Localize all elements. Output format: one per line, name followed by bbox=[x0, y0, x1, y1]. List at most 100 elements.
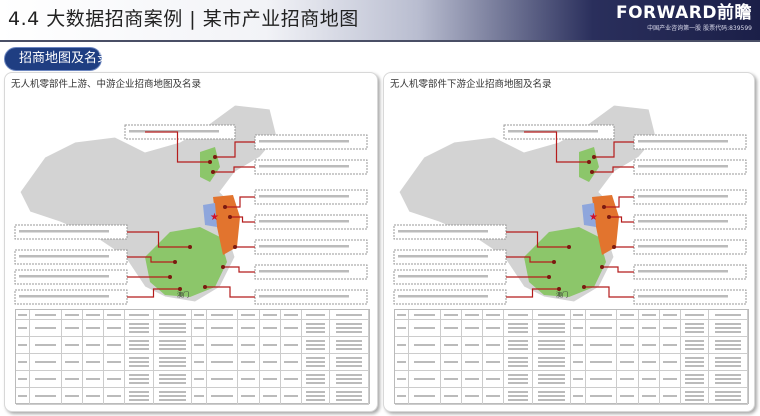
table-cell bbox=[586, 371, 618, 387]
cell-text-line bbox=[159, 331, 186, 333]
map-region-blue bbox=[582, 203, 596, 227]
table-cell bbox=[154, 371, 193, 387]
table-cell bbox=[504, 337, 533, 353]
cell-text-line bbox=[129, 348, 149, 350]
table-cell bbox=[681, 388, 710, 404]
table-cell bbox=[681, 320, 710, 336]
cell-text-line bbox=[508, 399, 528, 401]
location-dot bbox=[221, 265, 225, 269]
table-cell bbox=[617, 371, 639, 387]
cell-text-line bbox=[335, 365, 363, 367]
table-cell bbox=[154, 337, 193, 353]
table-cell bbox=[125, 310, 154, 319]
cell-text-line bbox=[684, 374, 704, 376]
cell-text-line bbox=[107, 344, 122, 346]
cell-text-line bbox=[129, 331, 149, 333]
table-cell bbox=[62, 310, 84, 319]
cell-text-line bbox=[107, 395, 122, 397]
table-cell bbox=[302, 320, 331, 336]
table-cell bbox=[83, 320, 105, 336]
cell-text-line bbox=[620, 344, 635, 346]
cell-text-line bbox=[262, 313, 277, 316]
cell-text-line bbox=[620, 378, 635, 380]
cell-text-line bbox=[159, 365, 186, 367]
cell-text-line bbox=[335, 331, 363, 333]
table-cell bbox=[639, 310, 660, 319]
cell-text-line bbox=[86, 327, 101, 329]
leader-line bbox=[145, 131, 210, 163]
cell-text-line bbox=[714, 327, 742, 329]
cell-text-line bbox=[34, 361, 57, 363]
cell-text-line bbox=[335, 378, 363, 380]
table-cell bbox=[409, 354, 441, 370]
cell-text-line bbox=[17, 327, 28, 329]
cell-text-line bbox=[159, 348, 186, 350]
cell-text-line bbox=[684, 327, 704, 329]
cell-text-line bbox=[508, 382, 528, 384]
table-cell bbox=[504, 371, 533, 387]
location-dot bbox=[592, 155, 596, 159]
cell-text-line bbox=[283, 313, 298, 316]
cell-text-line bbox=[64, 313, 80, 316]
cell-text-line bbox=[714, 399, 742, 401]
table-cell bbox=[30, 371, 62, 387]
cell-text-line bbox=[262, 361, 277, 363]
cell-text-line bbox=[262, 395, 277, 397]
cell-text-line bbox=[641, 344, 656, 346]
cell-text-line bbox=[64, 344, 80, 346]
table-cell bbox=[462, 310, 484, 319]
table-cell bbox=[441, 337, 463, 353]
cell-text-line bbox=[684, 313, 704, 316]
cell-text-line bbox=[413, 344, 436, 346]
cell-text-line bbox=[159, 344, 186, 346]
cell-text-line bbox=[714, 378, 742, 380]
cell-text-line bbox=[17, 361, 28, 363]
cell-text-line bbox=[538, 344, 565, 346]
callout-text-line bbox=[638, 295, 728, 298]
cell-text-line bbox=[34, 395, 57, 397]
leader-line bbox=[592, 166, 634, 173]
cell-text-line bbox=[159, 374, 186, 376]
table-cell bbox=[192, 354, 207, 370]
panel-upstream: 无人机零部件上游、中游企业招商地图及名录 澳门 ★ bbox=[4, 72, 378, 412]
cell-text-line bbox=[335, 361, 363, 363]
china-map: 澳门 ★ bbox=[14, 104, 368, 305]
table-cell bbox=[462, 354, 484, 370]
cell-text-line bbox=[538, 361, 565, 363]
table-cell bbox=[462, 337, 484, 353]
table-cell bbox=[483, 337, 505, 353]
cell-text-line bbox=[159, 327, 186, 329]
table-cell bbox=[260, 388, 281, 404]
cell-text-line bbox=[508, 374, 528, 376]
table-cell bbox=[192, 388, 207, 404]
table-row bbox=[16, 388, 369, 405]
cell-text-line bbox=[305, 327, 325, 329]
table-cell bbox=[330, 337, 369, 353]
location-dot bbox=[168, 275, 172, 279]
cell-text-line bbox=[662, 378, 677, 380]
table-cell bbox=[62, 354, 84, 370]
cell-text-line bbox=[465, 378, 480, 380]
location-dot bbox=[188, 245, 192, 249]
cell-text-line bbox=[714, 348, 742, 350]
leader-line bbox=[584, 286, 634, 298]
table-cell bbox=[330, 320, 369, 336]
cell-text-line bbox=[194, 395, 204, 397]
cell-text-line bbox=[465, 327, 480, 329]
cell-text-line bbox=[714, 344, 742, 346]
cell-text-line bbox=[538, 382, 565, 384]
cell-text-line bbox=[283, 361, 298, 363]
leader-line bbox=[230, 216, 255, 223]
cell-text-line bbox=[508, 313, 528, 316]
cell-text-line bbox=[714, 331, 742, 333]
cell-text-line bbox=[241, 378, 256, 380]
cell-text-line bbox=[508, 378, 528, 380]
leader-line bbox=[506, 256, 554, 263]
cell-text-line bbox=[714, 361, 742, 363]
table-cell bbox=[462, 371, 484, 387]
map-region-orange-east bbox=[592, 195, 619, 255]
table-cell bbox=[571, 354, 586, 370]
callout-text-line bbox=[129, 130, 219, 133]
callout-text-line bbox=[398, 255, 488, 258]
map-region-green-south bbox=[145, 227, 227, 297]
